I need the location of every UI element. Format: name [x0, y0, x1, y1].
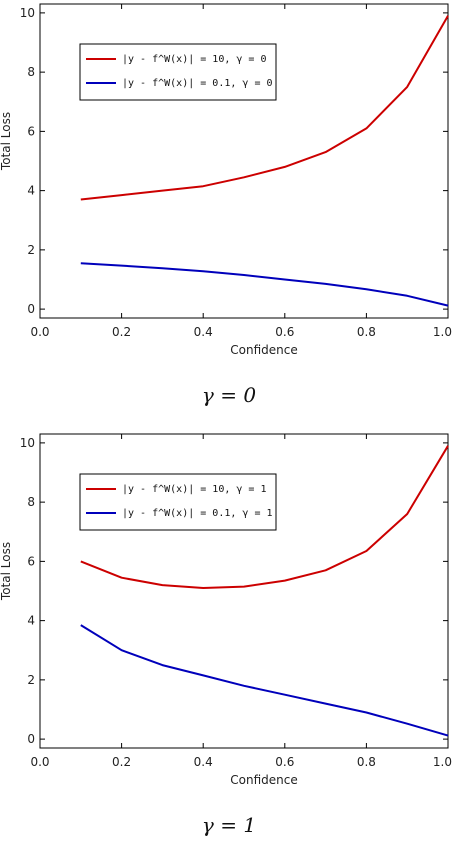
x-tick-label: 0.6 [275, 755, 294, 769]
y-tick-label: 2 [27, 243, 35, 257]
x-tick-label: 1.0 [433, 755, 452, 769]
x-tick-label: 0.0 [30, 755, 49, 769]
x-tick-label: 0.4 [194, 325, 213, 339]
legend-label: |y - f^W(x)| = 0.1, γ = 1 [122, 508, 273, 519]
plot-frame [39, 3, 449, 319]
chart-panel-gamma-0: 0.0 0.2 0.4 0.6 0.8 1.0 0 2 4 6 8 10 Confidence Total… [0, 3, 452, 407]
figure-caption: γ = 1 [202, 813, 256, 837]
legend-box [79, 473, 277, 531]
chart-gamma-1: 0.0 0.2 0.4 0.6 0.8 1.0 0 2 4 6 8 10 Confidence Total… [0, 433, 452, 837]
y-tick-label: 4 [27, 614, 35, 628]
series-line-2 [80, 624, 449, 737]
series-line-1 [80, 15, 449, 201]
x-axis-title: Confidence [230, 343, 297, 357]
figure-caption: γ = 0 [202, 383, 256, 407]
x-tick-label: 0.8 [357, 325, 376, 339]
y-tick-label: 8 [27, 495, 35, 509]
y-tick-label: 10 [20, 6, 35, 20]
x-tick-label: 0.8 [357, 755, 376, 769]
y-tick-label: 6 [27, 554, 35, 568]
x-tick-label: 0.0 [30, 325, 49, 339]
legend-label: |y - f^W(x)| = 10, γ = 1 [122, 484, 267, 495]
legend-label: |y - f^W(x)| = 0.1, γ = 0 [122, 78, 273, 89]
y-tick-label: 0 [27, 302, 35, 316]
series-line-1 [80, 445, 449, 589]
plot-frame [39, 433, 449, 749]
x-tick-label: 0.4 [194, 755, 213, 769]
chart-panel-gamma-1: 0.0 0.2 0.4 0.6 0.8 1.0 0 2 4 6 8 10 Confidence Total… [0, 430, 458, 860]
y-axis-title: Total Loss [0, 112, 13, 171]
x-tick-label: 0.6 [275, 325, 294, 339]
x-tick-label: 1.0 [433, 325, 452, 339]
y-tick-label: 6 [27, 124, 35, 138]
y-tick-label: 0 [27, 732, 35, 746]
series-line-2 [80, 262, 449, 307]
y-tick-label: 8 [27, 65, 35, 79]
x-axis-title: Confidence [230, 773, 297, 787]
legend-label: |y - f^W(x)| = 10, γ = 0 [122, 54, 267, 65]
y-axis-title: Total Loss [0, 542, 13, 601]
chart-gamma-0: 0.0 0.2 0.4 0.6 0.8 1.0 0 2 4 6 8 10 Confidence Total… [0, 3, 452, 407]
y-tick-label: 10 [20, 436, 35, 450]
legend-box [79, 43, 277, 101]
y-tick-label: 2 [27, 673, 35, 687]
x-tick-label: 0.2 [112, 755, 131, 769]
y-tick-label: 4 [27, 184, 35, 198]
x-tick-label: 0.2 [112, 325, 131, 339]
